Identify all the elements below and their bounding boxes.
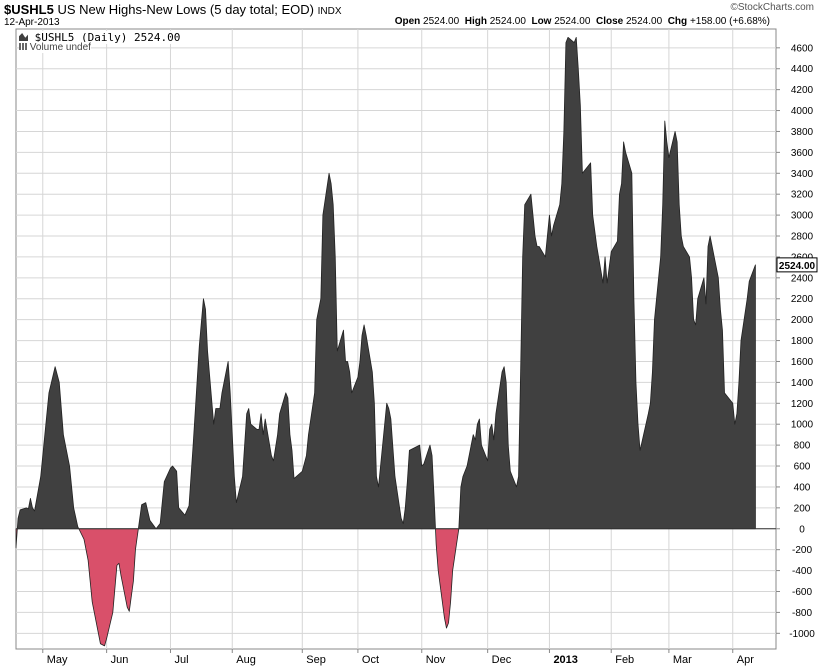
y-tick-label: -600 [792,587,812,598]
area-series [15,36,756,647]
high-label: High [464,16,487,27]
open-label: Open [394,16,421,27]
low-value: 2524.00 [554,16,591,27]
symbol: $USHL5 [4,2,54,17]
area-icon [19,33,28,41]
x-tick-label: 2013 [553,654,577,666]
y-tick-label: 1400 [791,378,814,389]
chart-title-line: $USHL5 US New Highs-New Lows (5 day tota… [4,2,342,17]
plot-frame [15,28,777,650]
y-tick-label: 1600 [791,357,814,368]
x-tick-label: Jul [174,654,188,666]
y-tick-label: -1000 [789,629,815,640]
y-tick-label: 4400 [791,64,814,75]
y-tick-label: 1000 [791,420,814,431]
y-tick-label: 3000 [791,211,814,222]
close-value: 2524.00 [625,16,663,27]
x-tick-label: Nov [426,654,446,666]
positive-area [458,36,756,530]
x-tick-label: Apr [737,654,754,666]
legend-series-label: $USHL5 (Daily) 2524.00 [34,31,181,44]
y-tick-label: 4000 [791,106,814,117]
volume-bars-icon [19,43,27,50]
y-tick-label: 4600 [791,43,814,54]
high-value: 2524.00 [489,16,526,27]
legend-series: $USHL5 (Daily) 2524.00 [19,31,181,44]
y-tick-label: 400 [794,482,811,493]
chg-value: +158.00 (+6.68%) [689,16,770,27]
y-tick-label: 2800 [791,232,814,243]
axes: -1000 -800 -600 -400 -200 0 200 400 600 800 1000 12… [16,43,818,666]
close-label: Close [595,16,624,27]
y-tick-label: 3800 [791,127,814,138]
y-tick-label: 1200 [791,399,814,410]
x-tick-label: Oct [362,654,379,666]
y-tick-label: 200 [794,503,811,514]
y-tick-label: -800 [792,608,812,619]
legend-volume: Volume undef [19,42,91,53]
last-value-label: 2524.00 [779,261,816,272]
y-tick-label: 800 [794,441,811,452]
positive-area [16,366,80,530]
date-label: 12-Apr-2013 [4,17,60,28]
positive-area [137,172,436,530]
y-tick-label: 3400 [791,169,814,180]
x-tick-label: Feb [615,654,634,666]
y-tick-label: 0 [799,524,805,535]
y-tick-label: -200 [792,545,812,556]
exchange: INDX [317,6,342,17]
x-tick-label: Mar [673,654,692,666]
ohlc-summary: Open 2524.00 High 2524.00 Low 2524.00 Cl… [395,16,770,27]
x-tick-label: Sep [306,654,326,666]
y-tick-label: 4200 [791,85,814,96]
x-tick-label: May [47,654,68,666]
y-tick-label: 2000 [791,315,814,326]
negative-area [78,528,139,647]
y-tick-label: 3200 [791,190,814,201]
y-tick-label: 3600 [791,148,814,159]
legend-volume-label: Volume undef [29,42,91,53]
chg-label: Chg [667,16,688,27]
x-tick-label: Aug [236,654,256,666]
negative-area [435,528,460,629]
low-label: Low [531,16,552,27]
x-tick-label: Dec [492,654,512,666]
watermark: ©StockCharts.com [730,2,814,13]
y-tick-label: 2200 [791,294,814,305]
description: US New Highs-New Lows (5 day total; EOD) [57,2,314,17]
y-tick-label: 2400 [791,273,814,284]
y-tick-label: 600 [794,462,811,473]
last-value-box [776,257,818,273]
y-tick-label: 1800 [791,336,814,347]
x-tick-label: Jun [111,654,129,666]
y-tick-label: -400 [792,566,812,577]
open-value: 2524.00 [423,16,460,27]
